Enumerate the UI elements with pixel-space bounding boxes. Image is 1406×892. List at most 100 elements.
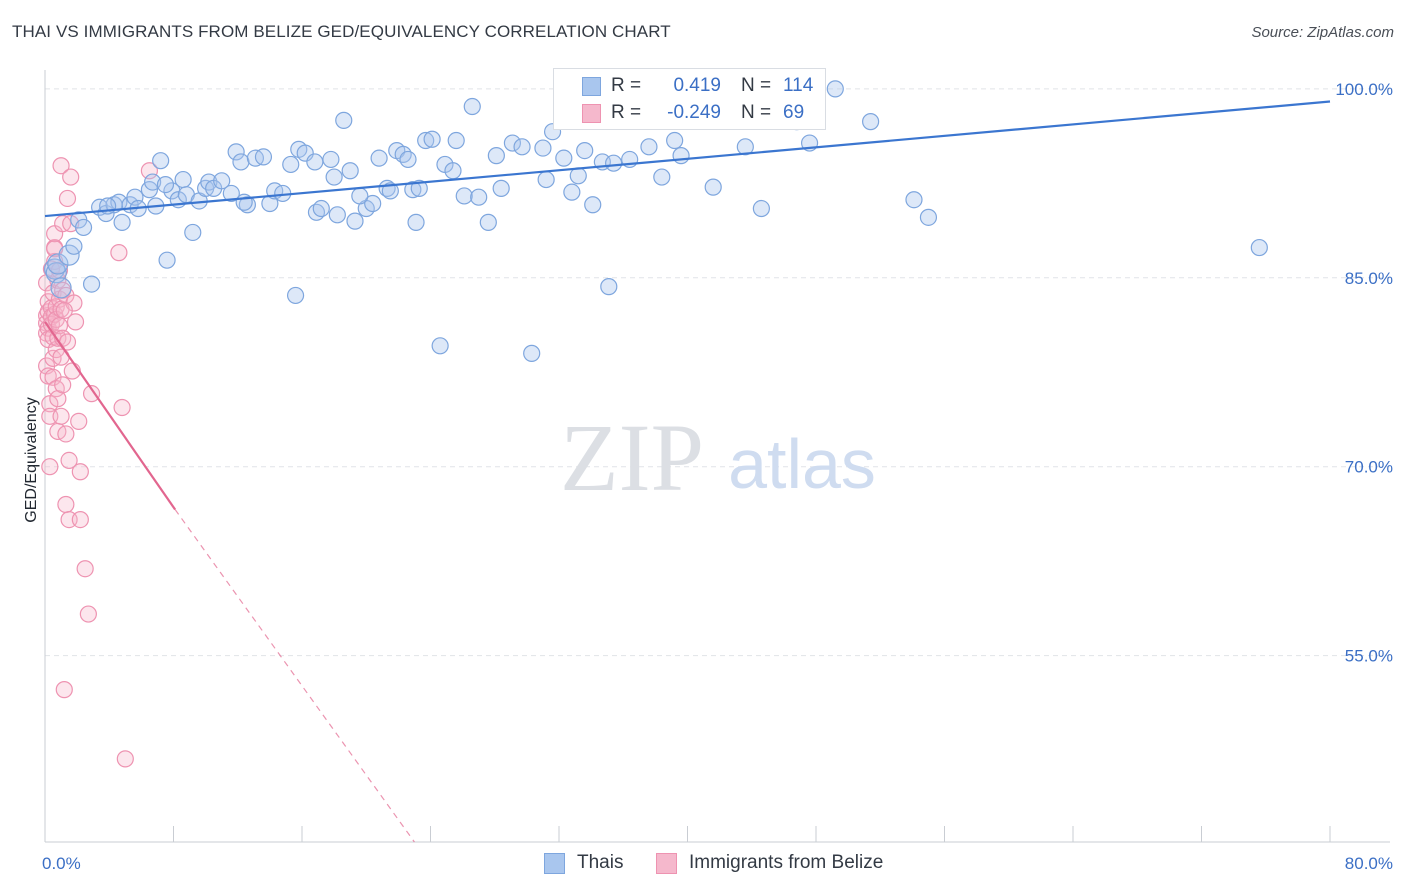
thais-point (370, 149, 388, 167)
thais-point (341, 162, 359, 180)
thais-point (322, 150, 340, 169)
belize-point (66, 313, 85, 331)
thais-point (47, 253, 69, 275)
thais-points (44, 80, 1268, 362)
legend-n-label: N = (741, 75, 772, 96)
thais-point (184, 223, 202, 242)
thais-point (156, 176, 175, 194)
thais-point (1250, 238, 1268, 257)
thais-point (503, 134, 522, 152)
thais-point (227, 143, 245, 161)
thais-point (399, 150, 417, 169)
belize-point (140, 162, 159, 180)
thais-point (325, 168, 343, 186)
thais-point (672, 147, 690, 165)
legend-r-label: R = (611, 75, 642, 96)
axes (44, 70, 1390, 843)
thais-point (862, 113, 880, 131)
belize-point (62, 168, 80, 186)
belize-point (57, 425, 75, 443)
thais-point (600, 278, 618, 296)
thais-point (492, 179, 510, 197)
thais-point (144, 173, 162, 191)
thais-point (394, 145, 412, 163)
thais-point (126, 188, 144, 206)
thais-point (50, 277, 72, 299)
watermark: ZIP atlas (560, 404, 876, 511)
thais-point (569, 167, 587, 185)
thais-point (222, 184, 240, 203)
thais-point (82, 275, 101, 293)
belize-point (110, 244, 128, 262)
legend-r-value: -0.249 (667, 102, 721, 123)
thais-point (404, 181, 422, 199)
legend-row-belize: R = -0.249 N = 69 (554, 100, 825, 126)
chart-title: THAI VS IMMIGRANTS FROM BELIZE GED/EQUIV… (12, 22, 671, 41)
belize-point (46, 240, 64, 258)
thais-point (919, 208, 938, 226)
belize-point (82, 385, 101, 403)
thais-point (286, 286, 305, 305)
grid-lines (45, 88, 1390, 657)
thais-point (487, 147, 505, 165)
thais-point (346, 212, 364, 230)
belize-point (76, 560, 94, 578)
x-tick-label-max: 80.0% (1345, 854, 1393, 873)
belize-point (57, 495, 75, 514)
thais-point (65, 237, 83, 255)
thais-point (463, 97, 481, 116)
legend-r-value: 0.419 (673, 75, 721, 96)
thais-point (605, 154, 623, 172)
belize-point (52, 407, 70, 425)
series-swatch-thais (544, 852, 565, 874)
legend-r-label: R = (611, 102, 642, 123)
x-tick-label-min: 0.0% (42, 854, 81, 873)
thais-point (410, 179, 428, 197)
thais-point (58, 244, 80, 266)
y-tick-label: 100.0% (1335, 80, 1393, 99)
legend-swatch-thais (582, 76, 601, 96)
legend-n-value: 69 (783, 102, 805, 123)
thais-point (306, 153, 324, 171)
thais-point (213, 172, 231, 190)
thais-point (736, 138, 754, 156)
thais-point (666, 131, 684, 150)
thais-point (826, 80, 844, 98)
thais-point (254, 148, 273, 166)
thais-point (238, 196, 256, 214)
belize-point (41, 458, 59, 476)
legend-swatch-belize (582, 103, 601, 123)
y-tick-label: 70.0% (1345, 458, 1393, 477)
thais-point (704, 178, 722, 196)
series-legend-belize[interactable]: Immigrants from Belize (656, 852, 883, 874)
thais-point (523, 344, 541, 362)
thais-trend-line (44, 100, 1331, 218)
trend-lines (44, 100, 1331, 843)
belize-point (54, 376, 72, 394)
thais-point (423, 130, 441, 148)
belize-point (71, 463, 89, 481)
thais-point (584, 196, 602, 214)
series-legend-thais[interactable]: Thais (544, 852, 623, 874)
thais-point (431, 337, 449, 355)
series-legend: Thais Immigrants from Belize (0, 852, 1406, 878)
belize-point (52, 157, 70, 175)
thais-point (444, 162, 462, 180)
thais-point (74, 218, 93, 237)
y-tick-label: 85.0% (1345, 269, 1393, 288)
belize-point (70, 412, 88, 430)
thais-point (407, 213, 425, 231)
thais-point (470, 188, 488, 206)
thais-point (563, 183, 581, 201)
thais-point (113, 213, 131, 231)
thais-point (174, 170, 192, 189)
thais-point (364, 194, 382, 213)
belize-trend-extension (174, 509, 415, 843)
belize-point (71, 510, 89, 529)
tick-labels: 55.0% 70.0% 85.0% 100.0% 0.0% 80.0% (42, 80, 1393, 873)
thais-point (479, 213, 497, 231)
thais-point (312, 199, 330, 218)
series-label-belize: Immigrants from Belize (689, 852, 884, 873)
y-tick-label: 55.0% (1345, 647, 1393, 666)
thais-point (158, 251, 176, 269)
